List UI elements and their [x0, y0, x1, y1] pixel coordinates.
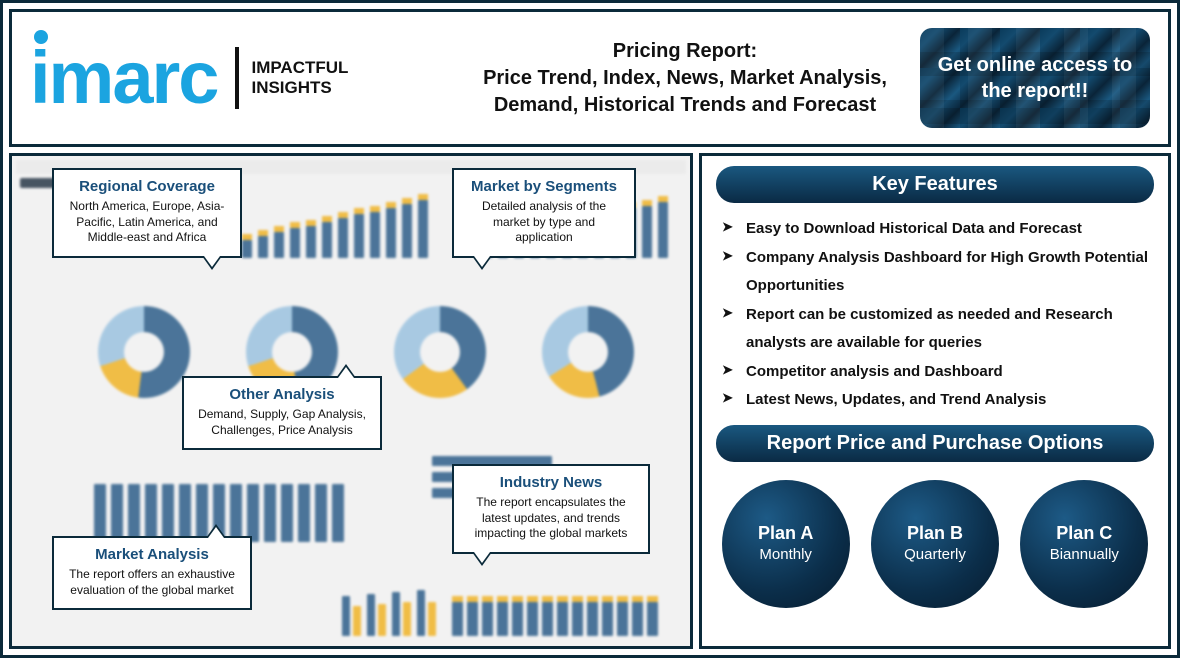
- plan-frequency: Monthly: [759, 545, 812, 565]
- callout-title: Regional Coverage: [64, 178, 230, 195]
- brand-divider: [235, 47, 239, 109]
- callout-regional-coverage: Regional Coverage North America, Europe,…: [52, 168, 242, 258]
- infographic-frame: imarc IMPACTFUL INSIGHTS Pricing Report:…: [0, 0, 1180, 658]
- callout-body: Detailed analysis of the market by type …: [464, 199, 624, 246]
- plan-name: Plan B: [907, 522, 963, 545]
- feature-item: Latest News, Updates, and Trend Analysis: [722, 386, 1148, 415]
- features-pane: Key Features Easy to Download Historical…: [699, 153, 1171, 649]
- plan-frequency: Biannually: [1050, 545, 1119, 565]
- callout-industry-news: Industry News The report encapsulates th…: [452, 464, 650, 554]
- get-access-button[interactable]: Get online access to the report!!: [920, 28, 1150, 128]
- key-features-header: Key Features: [716, 166, 1154, 203]
- callout-market-analysis: Market Analysis The report offers an exh…: [52, 536, 252, 610]
- plan-name: Plan A: [758, 522, 813, 545]
- plan-option[interactable]: Plan AMonthly: [722, 480, 850, 608]
- header: imarc IMPACTFUL INSIGHTS Pricing Report:…: [9, 9, 1171, 147]
- callout-other-analysis: Other Analysis Demand, Supply, Gap Analy…: [182, 376, 382, 450]
- plan-name: Plan C: [1056, 522, 1112, 545]
- brand-tagline-line1: IMPACTFUL: [251, 58, 348, 78]
- callout-body: Demand, Supply, Gap Analysis, Challenges…: [194, 407, 370, 438]
- callout-market-segments: Market by Segments Detailed analysis of …: [452, 168, 636, 258]
- plan-frequency: Quarterly: [904, 545, 966, 565]
- callout-title: Market by Segments: [464, 178, 624, 195]
- brand-name: imarc: [30, 36, 217, 119]
- callout-title: Other Analysis: [194, 386, 370, 403]
- plan-option[interactable]: Plan CBiannually: [1020, 480, 1148, 608]
- feature-item: Company Analysis Dashboard for High Grow…: [722, 244, 1148, 301]
- callout-body: North America, Europe, Asia-Pacific, Lat…: [64, 199, 230, 246]
- callout-title: Market Analysis: [64, 546, 240, 563]
- brand-wordmark: imarc: [30, 48, 217, 107]
- cta-label: Get online access to the report!!: [928, 52, 1142, 104]
- callout-body: The report offers an exhaustive evaluati…: [64, 567, 240, 598]
- plan-option[interactable]: Plan BQuarterly: [871, 480, 999, 608]
- callout-body: The report encapsulates the latest updat…: [464, 495, 638, 542]
- body-row: Regional Coverage North America, Europe,…: [9, 153, 1171, 649]
- brand-logo: imarc IMPACTFUL INSIGHTS: [30, 47, 450, 109]
- feature-item: Report can be customized as needed and R…: [722, 301, 1148, 358]
- price-options-header: Report Price and Purchase Options: [716, 425, 1154, 462]
- dashboard-preview-pane: Regional Coverage North America, Europe,…: [9, 153, 693, 649]
- feature-list: Easy to Download Historical Data and For…: [716, 213, 1154, 421]
- report-title: Pricing Report: Price Trend, Index, News…: [470, 38, 900, 119]
- brand-tagline: IMPACTFUL INSIGHTS: [251, 58, 348, 99]
- feature-item: Easy to Download Historical Data and For…: [722, 215, 1148, 244]
- brand-tagline-line2: INSIGHTS: [251, 78, 348, 98]
- feature-item: Competitor analysis and Dashboard: [722, 358, 1148, 387]
- plans-row: Plan AMonthlyPlan BQuarterlyPlan CBiannu…: [716, 480, 1154, 608]
- callout-title: Industry News: [464, 474, 638, 491]
